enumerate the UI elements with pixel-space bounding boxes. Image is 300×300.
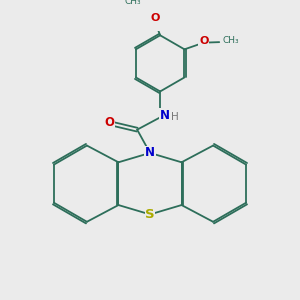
Text: O: O	[150, 13, 160, 23]
Text: N: N	[160, 109, 170, 122]
Text: CH₃: CH₃	[124, 0, 141, 6]
Text: S: S	[145, 208, 155, 221]
Text: N: N	[145, 146, 155, 159]
Text: CH₃: CH₃	[222, 36, 239, 45]
Text: O: O	[199, 36, 208, 46]
Text: O: O	[104, 116, 114, 129]
Text: H: H	[171, 112, 179, 122]
